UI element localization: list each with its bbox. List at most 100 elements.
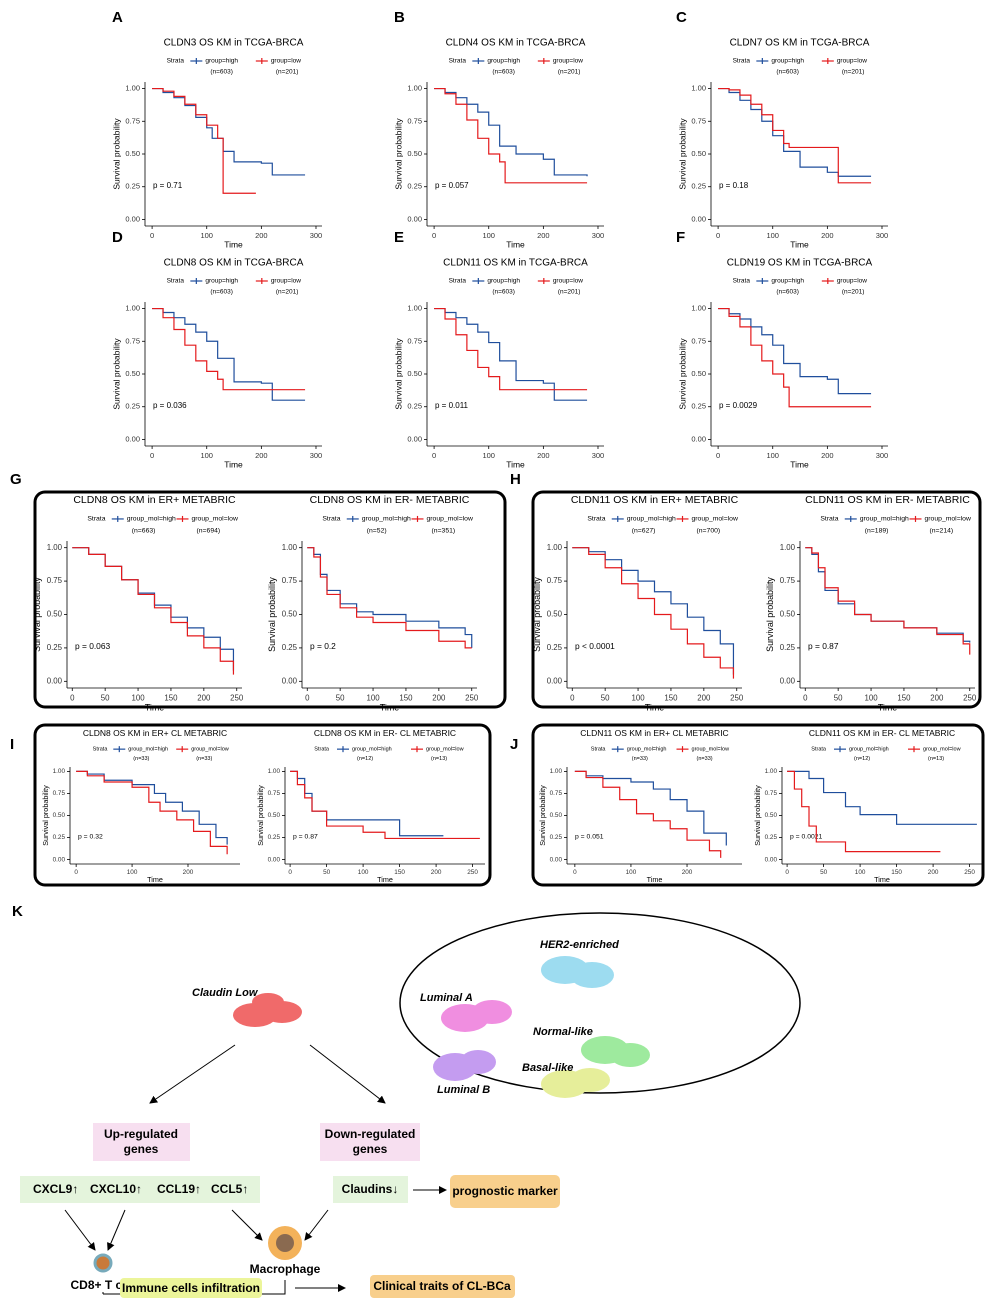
x-tick-label: 250 (730, 694, 744, 703)
gene: CXCL10↑ (90, 1182, 142, 1196)
y-tick-label: 1.00 (550, 768, 563, 775)
panel-label: B (394, 9, 405, 26)
x-tick-label: 0 (74, 869, 78, 876)
legend-n: (n=603) (492, 289, 515, 296)
y-tick-label: 1.00 (691, 84, 706, 93)
survival-curve (572, 547, 735, 679)
y-tick-label: 0.75 (47, 576, 63, 585)
x-tick-label: 300 (592, 451, 605, 460)
survival-curve (152, 87, 306, 176)
survival-curve (718, 307, 872, 408)
survival-curve (72, 547, 235, 675)
y-tick-label: 0.50 (125, 149, 140, 158)
x-tick-label: 100 (200, 231, 213, 240)
y-tick-label: 0.75 (547, 576, 563, 585)
claudin-low-label: Claudin Low (192, 987, 259, 999)
y-tick-label: 0.00 (691, 214, 706, 223)
x-tick-label: 100 (482, 451, 495, 460)
x-tick-label: 200 (928, 869, 939, 876)
y-tick-label: 0.75 (407, 116, 422, 125)
survival-curve (290, 770, 444, 837)
x-tick-label: 200 (682, 869, 693, 876)
y-tick-label: 0.25 (691, 182, 706, 191)
panel-label: I (10, 736, 14, 753)
y-axis-label: Survival probability (256, 785, 265, 846)
legend-n: (n=201) (842, 69, 865, 76)
legend-label: group_mol=low (692, 516, 738, 523)
chart-title: CLDN8 OS KM in ER- METABRIC (310, 494, 470, 506)
cell-label: Macrophage (250, 1262, 321, 1276)
survival-curve (152, 307, 306, 401)
x-tick-label: 100 (631, 694, 645, 703)
x-tick-label: 250 (964, 869, 975, 876)
x-axis-label: Time (145, 702, 165, 712)
blob (233, 993, 302, 1027)
x-tick-label: 200 (255, 231, 268, 240)
p-value: p = 0.71 (153, 181, 183, 190)
legend-label: group=high (205, 278, 238, 285)
y-tick-label: 1.00 (691, 304, 706, 313)
gene: CXCL9↑ (33, 1182, 78, 1196)
y-tick-label: 0.00 (125, 214, 140, 223)
legend-title: Strata (820, 516, 838, 523)
legend-label: group_mol=high (627, 747, 667, 753)
y-axis-label: Survival probability (532, 577, 542, 652)
panel-frame (531, 723, 985, 887)
legend-n: (n=694) (197, 527, 221, 534)
y-tick-label: 0.75 (53, 790, 66, 797)
y-tick-label: 0.00 (407, 214, 422, 223)
x-tick-label: 100 (200, 451, 213, 460)
legend-label: group_mol=low (192, 516, 238, 523)
box-label: Up-regulated (104, 1127, 178, 1141)
x-axis-label: Time (790, 459, 809, 469)
chart-title: CLDN11 OS KM in TCGA-BRCA (443, 258, 588, 269)
legend-n: (n=201) (276, 69, 299, 76)
chart-title: CLDN4 OS KM in TCGA-BRCA (446, 38, 586, 49)
chart-title: CLDN8 OS KM in ER- CL METABRIC (314, 728, 456, 738)
p-value: p = 0.051 (575, 834, 604, 841)
y-tick-label: 0.75 (268, 790, 281, 797)
survival-curve (434, 307, 588, 391)
y-axis-label: Survival probability (393, 338, 403, 410)
survival-curve (152, 307, 306, 391)
legend-label: group_mol=high (860, 516, 909, 523)
p-value: p = 0.0021 (790, 834, 823, 841)
legend-n: (n=189) (865, 527, 889, 534)
y-tick-label: 0.75 (125, 336, 140, 345)
legend-n: (n=351) (432, 527, 456, 534)
survival-curve (307, 547, 473, 648)
x-tick-label: 0 (70, 694, 75, 703)
x-tick-label: 50 (820, 869, 828, 876)
legend-n: (n=603) (776, 69, 799, 76)
legend-n: (n=13) (431, 756, 447, 762)
y-tick-label: 0.00 (268, 856, 281, 863)
cell-icon (276, 1234, 294, 1252)
arrow (309, 1044, 386, 1104)
legend-title: Strata (449, 278, 467, 285)
p-value: p = 0.057 (435, 181, 469, 190)
legend-n: (n=201) (276, 289, 299, 296)
y-tick-label: 0.25 (691, 402, 706, 411)
x-tick-label: 200 (255, 451, 268, 460)
x-axis-label: Time (506, 239, 525, 249)
y-tick-label: 0.50 (765, 812, 778, 819)
legend-label: group=high (771, 58, 804, 65)
chart-title: CLDN11 OS KM in ER- METABRIC (805, 494, 970, 506)
box-label: genes (124, 1142, 159, 1156)
x-tick-label: 300 (876, 451, 889, 460)
survival-curve (434, 87, 588, 184)
subtype-ellipse (399, 912, 801, 1094)
y-tick-label: 1.00 (53, 768, 66, 775)
x-tick-label: 250 (963, 694, 977, 703)
panel-label: A (112, 9, 123, 26)
x-tick-label: 0 (570, 694, 575, 703)
p-value: p = 0.036 (153, 401, 187, 410)
x-tick-label: 100 (766, 231, 779, 240)
subtype-label: Basal-like (522, 1062, 573, 1074)
legend-label: group=high (771, 278, 804, 285)
y-tick-label: 0.25 (47, 643, 63, 652)
legend-n: (n=603) (210, 289, 233, 296)
panel-frame (33, 490, 507, 709)
legend-n: (n=663) (132, 527, 156, 534)
y-tick-label: 0.75 (282, 576, 298, 585)
